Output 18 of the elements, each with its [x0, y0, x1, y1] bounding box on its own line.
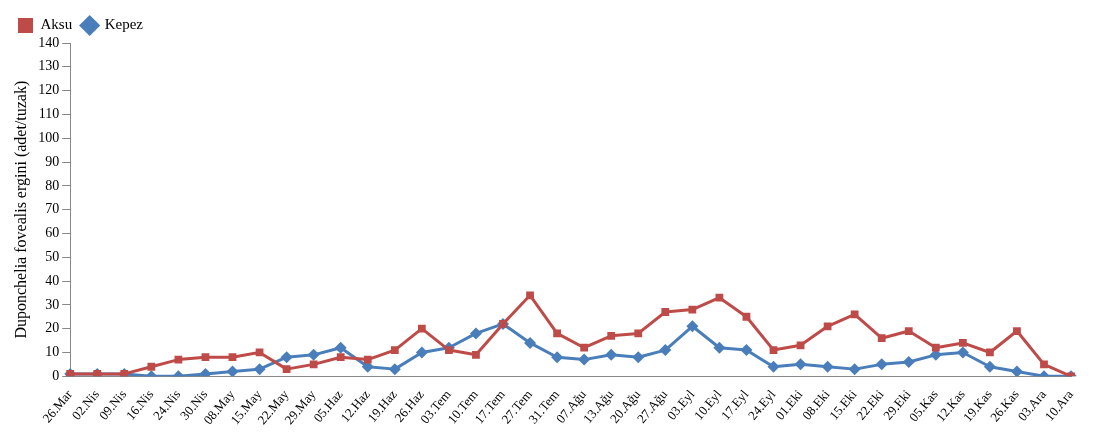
y-tick-label: 30 — [45, 296, 60, 312]
y-tick-label: 60 — [45, 225, 60, 241]
y-axis-title: Duponchelia fovealis ergini (adet/tuzak) — [11, 80, 30, 339]
y-tick-label: 130 — [38, 58, 60, 74]
y-tick-label: 70 — [45, 201, 60, 217]
legend-label: Aksu — [40, 16, 73, 33]
legend-label: Kepez — [104, 16, 144, 33]
y-tick-label: 20 — [45, 320, 60, 336]
y-tick-label: 100 — [38, 129, 60, 145]
y-tick-label: 120 — [38, 82, 60, 98]
y-tick-label: 110 — [38, 106, 60, 122]
y-tick-label: 0 — [52, 367, 60, 383]
y-tick-label: 40 — [45, 272, 60, 288]
y-tick-label: 90 — [45, 153, 60, 169]
y-tick-label: 50 — [45, 248, 60, 264]
y-tick-label: 80 — [45, 177, 60, 193]
y-tick-label: 140 — [38, 34, 60, 50]
y-tick-label: 10 — [45, 344, 60, 360]
